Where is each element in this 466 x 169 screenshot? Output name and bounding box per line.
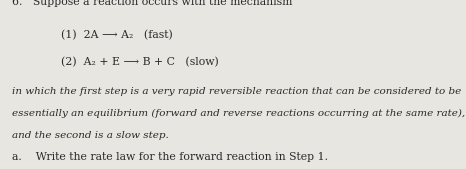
Text: (2)  A₂ + E ⟶ B + C   (slow): (2) A₂ + E ⟶ B + C (slow)	[61, 57, 219, 68]
Text: a.    Write the rate law for the forward reaction in Step 1.: a. Write the rate law for the forward re…	[12, 152, 328, 162]
Text: essentially an equilibrium (forward and reverse reactions occurring at the same : essentially an equilibrium (forward and …	[12, 109, 465, 118]
Text: in which the first step is a very rapid reversible reaction that can be consider: in which the first step is a very rapid …	[12, 87, 461, 96]
Text: and the second is a slow step.: and the second is a slow step.	[12, 131, 168, 140]
Text: 6.   Suppose a reaction occurs with the mechanism: 6. Suppose a reaction occurs with the me…	[12, 0, 292, 7]
Text: (1)  2A ⟶ A₂   (fast): (1) 2A ⟶ A₂ (fast)	[61, 30, 172, 41]
